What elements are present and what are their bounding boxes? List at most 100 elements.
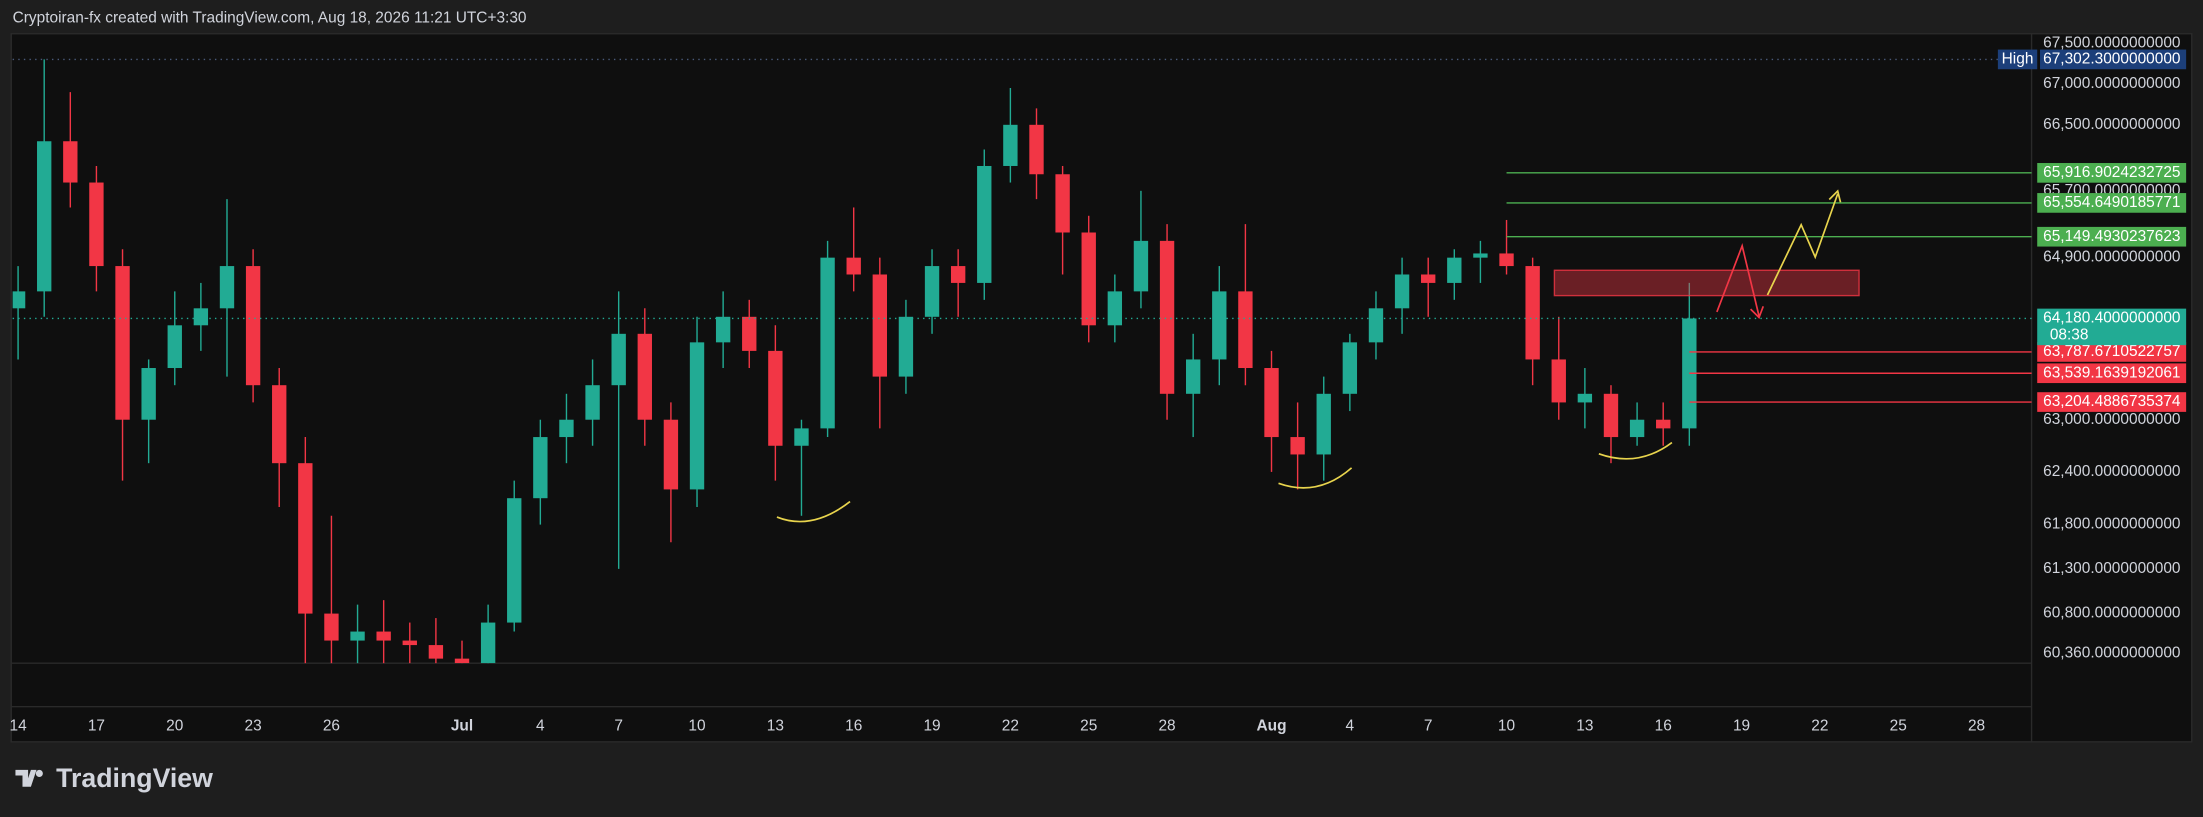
annotations [776, 189, 1842, 523]
candle-body [507, 498, 522, 623]
candle-body [585, 385, 600, 420]
x-tick-label: 26 [323, 717, 340, 734]
x-tick-label: 13 [767, 717, 784, 734]
candle-body [1473, 253, 1488, 258]
candle-body [141, 368, 156, 420]
x-tick-label: 16 [1655, 717, 1672, 734]
candle-body [63, 141, 78, 183]
x-tick-label: 20 [166, 717, 183, 734]
x-tick-label: 22 [1002, 717, 1019, 734]
x-tick-label: 14 [9, 717, 27, 734]
level-box [2037, 392, 2187, 412]
y-tick-label: 63,000.0000000000 [2043, 411, 2180, 428]
y-tick-label: 60,360.0000000000 [2043, 644, 2180, 661]
candle-body [1394, 274, 1410, 309]
x-tick-label: 19 [1733, 717, 1750, 734]
candle-body [12, 291, 26, 309]
candle-body [1629, 419, 1645, 438]
candle-body [689, 342, 705, 490]
level-label: 63,539.1639192061 [2043, 364, 2180, 381]
x-tick-label: 25 [1890, 717, 1907, 734]
candle-body [193, 308, 209, 326]
x-tick-label: 22 [1811, 717, 1828, 734]
countdown: 08:38 [2050, 326, 2089, 343]
high-tag [1997, 49, 2038, 70]
candle-body [1003, 124, 1018, 166]
candle-body [1029, 124, 1044, 175]
x-tick-label: 7 [1424, 717, 1433, 734]
logo: TradingView [15, 763, 213, 793]
level-box [2037, 163, 2187, 183]
candle-body [402, 640, 417, 646]
candle-body [1421, 274, 1436, 283]
candle-body [115, 266, 130, 420]
candle-body [1055, 174, 1070, 233]
last-price-box [2037, 308, 2187, 346]
candle-body [1577, 393, 1593, 403]
candle-body [480, 622, 496, 664]
x-tick-label: 19 [923, 717, 940, 734]
candle-body [219, 266, 235, 309]
price-axis: 67,500.0000000000 67,000.0000000000 66,500… [1997, 34, 2187, 661]
candle-body [924, 266, 940, 317]
candle-body [1342, 342, 1358, 394]
header: Cryptoiran-fx created with TradingView.c… [13, 9, 527, 26]
x-tick-label: 13 [1576, 717, 1593, 734]
candle-body [820, 257, 835, 429]
candle-body [533, 437, 548, 499]
candle-body [350, 631, 365, 641]
x-tick-label: 25 [1080, 717, 1097, 734]
candle-body [376, 631, 391, 641]
candle-body [1368, 308, 1384, 343]
candle-body [1264, 368, 1279, 438]
candle-body [245, 266, 261, 386]
candle-body [742, 316, 757, 351]
candle-body [167, 325, 182, 369]
candle-body [1551, 359, 1566, 403]
candle-body [1447, 257, 1462, 283]
level-box [2037, 193, 2187, 213]
level-box [2037, 226, 2187, 247]
candle-body [1238, 291, 1253, 369]
candle-body [715, 316, 731, 343]
x-tick-label: 28 [1968, 717, 1985, 734]
candle-body [37, 141, 52, 292]
candle-body [950, 266, 966, 283]
candle-body [1185, 359, 1201, 394]
y-tick-label: 61,300.0000000000 [2043, 560, 2180, 577]
candle-body [559, 419, 574, 438]
candle-body [1107, 291, 1123, 326]
logo-mark [15, 769, 43, 787]
candle-body [1499, 253, 1514, 267]
y-tick-label: 67,500.0000000000 [2043, 34, 2180, 51]
candle-body [611, 333, 626, 386]
y-tick-label: 60,800.0000000000 [2043, 605, 2180, 622]
level-label: 65,149.4930237623 [2043, 228, 2180, 245]
candle-body [89, 182, 104, 267]
x-tick-label: 17 [88, 717, 105, 734]
y-tick-label: 67,000.0000000000 [2043, 75, 2180, 92]
candle-body [428, 645, 444, 659]
drawings [12, 58, 2032, 403]
candle-body [872, 274, 887, 377]
curve [776, 500, 851, 523]
level-box [2037, 342, 2187, 362]
curve [1598, 441, 1673, 460]
candle-body [663, 419, 679, 490]
high-tag-name: High [2002, 50, 2034, 67]
logo-text: TradingView [56, 763, 213, 793]
arrow [1766, 189, 1842, 296]
candle-body [1656, 419, 1671, 429]
candle-body [1159, 240, 1175, 394]
candle-body [1081, 232, 1096, 326]
candle-body [454, 658, 470, 664]
x-tick-label: 7 [614, 717, 623, 734]
candle-body [637, 333, 652, 420]
high-price-label: 67,302.3000000000 [2043, 50, 2180, 67]
candle-body [846, 257, 861, 275]
last-price-label: 64,180.4000000000 [2043, 310, 2180, 327]
arrow [1716, 243, 1765, 320]
x-tick-label: 10 [1498, 717, 1515, 734]
candle-body [898, 316, 914, 377]
